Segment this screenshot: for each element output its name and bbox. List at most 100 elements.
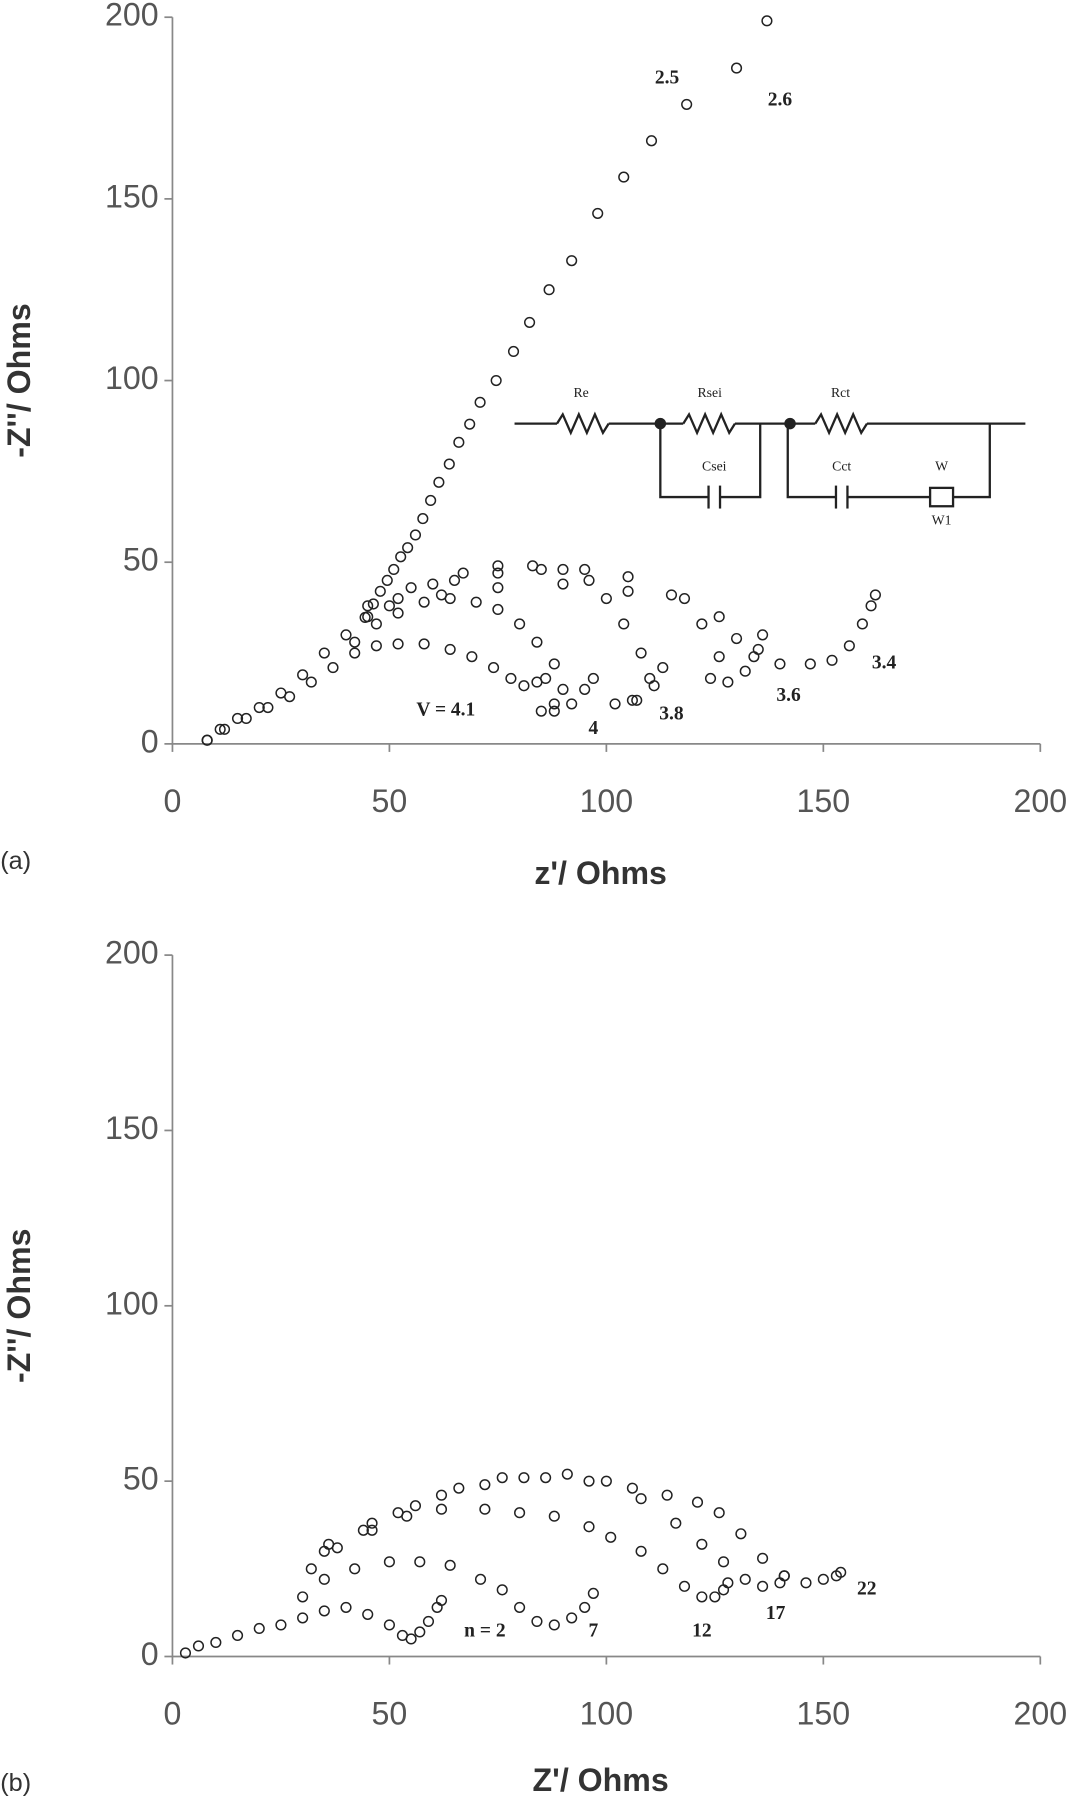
data-point bbox=[774, 658, 786, 670]
y-tick-label: 50 bbox=[123, 1461, 159, 1497]
inset-label: Cct bbox=[832, 459, 851, 474]
data-point bbox=[275, 1619, 287, 1631]
x-axis-title: Z'/ Ohms bbox=[533, 1762, 669, 1798]
data-point bbox=[678, 592, 691, 605]
data-point bbox=[635, 1493, 647, 1505]
data-point bbox=[557, 683, 569, 695]
data-point bbox=[696, 1538, 708, 1550]
data-point bbox=[543, 284, 555, 296]
data-point bbox=[757, 629, 769, 641]
panel-label: (b) bbox=[0, 1769, 31, 1797]
series-label: 17 bbox=[766, 1603, 786, 1624]
y-axis-title: -Z''/ Ohms bbox=[1, 1229, 37, 1384]
data-point bbox=[579, 563, 591, 576]
data-point bbox=[514, 1601, 526, 1613]
inset-label: Csei bbox=[702, 459, 727, 474]
data-point bbox=[370, 640, 382, 652]
data-point bbox=[323, 1538, 335, 1550]
data-point bbox=[366, 1517, 378, 1529]
y-tick-label: 100 bbox=[105, 1285, 159, 1321]
data-point bbox=[540, 1472, 552, 1484]
y-tick-label: 150 bbox=[105, 1110, 159, 1146]
data-point bbox=[359, 611, 371, 624]
y-tick-label: 100 bbox=[105, 360, 159, 396]
data-point bbox=[362, 600, 374, 612]
data-point bbox=[626, 1482, 638, 1494]
data-point bbox=[496, 1584, 508, 1596]
data-point bbox=[388, 563, 400, 576]
resistor bbox=[814, 411, 868, 436]
data-point bbox=[609, 698, 621, 710]
data-point bbox=[492, 582, 504, 594]
data-point bbox=[856, 618, 868, 630]
data-point bbox=[548, 705, 560, 717]
data-point bbox=[548, 1510, 560, 1522]
x-tick-label: 150 bbox=[797, 783, 851, 819]
data-point bbox=[395, 551, 407, 563]
resistor bbox=[556, 411, 610, 436]
data-point bbox=[349, 636, 361, 648]
warburg-element bbox=[928, 486, 955, 508]
data-point bbox=[231, 712, 244, 725]
data-point bbox=[392, 607, 404, 619]
data-point bbox=[435, 1489, 448, 1501]
data-point bbox=[318, 1573, 330, 1585]
data-point bbox=[240, 712, 252, 725]
data-point bbox=[622, 571, 634, 583]
data-point bbox=[201, 734, 213, 746]
data-point bbox=[305, 1563, 317, 1575]
data-point bbox=[739, 1573, 751, 1585]
data-point bbox=[374, 585, 386, 597]
data-point bbox=[262, 701, 274, 714]
data-point bbox=[678, 1580, 691, 1592]
data-point bbox=[349, 647, 361, 659]
data-point bbox=[713, 611, 725, 623]
data-point bbox=[409, 1500, 422, 1512]
data-point bbox=[444, 1559, 456, 1571]
data-point bbox=[657, 1563, 669, 1575]
data-point bbox=[561, 1468, 573, 1480]
x-tick-label: 100 bbox=[580, 1696, 634, 1732]
data-point bbox=[817, 1573, 829, 1585]
circuit-inset bbox=[514, 411, 1026, 509]
data-point bbox=[405, 1633, 417, 1645]
data-point bbox=[479, 1503, 491, 1515]
data-point bbox=[722, 1577, 734, 1589]
data-point bbox=[535, 705, 547, 717]
data-point bbox=[427, 578, 439, 590]
data-point bbox=[514, 618, 526, 630]
data-point bbox=[318, 1545, 330, 1557]
x-tick-label: 200 bbox=[1014, 1696, 1068, 1732]
data-point bbox=[540, 672, 552, 685]
data-point bbox=[635, 1545, 647, 1557]
data-point bbox=[722, 676, 734, 688]
data-point bbox=[327, 662, 339, 674]
data-point bbox=[507, 345, 520, 358]
data-point bbox=[626, 694, 638, 706]
data-point bbox=[691, 1496, 704, 1508]
data-point bbox=[505, 672, 517, 685]
data-point bbox=[804, 658, 816, 670]
data-point bbox=[592, 207, 604, 219]
data-point bbox=[492, 603, 504, 616]
data-point bbox=[383, 1619, 395, 1631]
data-point bbox=[730, 632, 743, 645]
series-label: 22 bbox=[857, 1578, 877, 1599]
data-point bbox=[761, 15, 773, 27]
data-point bbox=[696, 618, 708, 630]
data-point bbox=[531, 636, 543, 648]
data-point bbox=[548, 658, 560, 670]
data-point bbox=[681, 98, 693, 110]
data-point bbox=[453, 1482, 465, 1494]
y-tick-label: 200 bbox=[105, 935, 159, 971]
data-point bbox=[717, 1584, 730, 1596]
data-point bbox=[704, 672, 717, 685]
data-point bbox=[418, 596, 430, 608]
annotation: 2.5 bbox=[655, 67, 680, 88]
data-point bbox=[579, 683, 591, 695]
data-point bbox=[748, 651, 760, 663]
data-point bbox=[474, 1573, 487, 1585]
data-point bbox=[210, 1636, 222, 1649]
data-point bbox=[435, 1594, 448, 1606]
data-point bbox=[531, 1615, 543, 1628]
